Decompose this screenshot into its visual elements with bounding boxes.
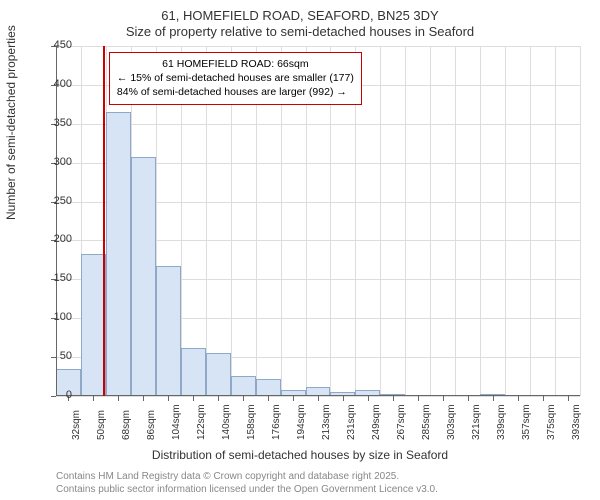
histogram-bar [256, 379, 281, 396]
x-tick [293, 396, 294, 401]
property-info-box: 61 HOMEFIELD ROAD: 66sqm← 15% of semi-de… [109, 52, 362, 105]
x-tick [468, 396, 469, 401]
x-tick-label: 68sqm [121, 410, 132, 440]
x-tick [568, 396, 569, 401]
x-tick-label: 194sqm [296, 404, 307, 440]
grid-line-v [580, 46, 581, 396]
y-tick-label: 400 [32, 78, 72, 90]
x-tick [268, 396, 269, 401]
x-tick-label: 32sqm [71, 410, 82, 440]
histogram-bar [206, 353, 231, 396]
x-tick [418, 396, 419, 401]
histogram-bar [131, 157, 156, 396]
x-axis-line [56, 395, 580, 396]
attribution-line2: Contains public sector information licen… [56, 483, 438, 496]
x-tick [443, 396, 444, 401]
x-tick-label: 339sqm [496, 404, 507, 440]
x-tick-label: 393sqm [571, 404, 582, 440]
grid-line-v [530, 46, 531, 396]
x-tick [218, 396, 219, 401]
x-tick [143, 396, 144, 401]
histogram-bar [181, 348, 206, 396]
grid-line-v [480, 46, 481, 396]
plot-area: 61 HOMEFIELD ROAD: 66sqm← 15% of semi-de… [56, 46, 580, 396]
x-tick [343, 396, 344, 401]
y-tick-label: 250 [32, 195, 72, 207]
x-tick-label: 231sqm [346, 404, 357, 440]
y-tick-label: 300 [32, 156, 72, 168]
x-tick-label: 285sqm [421, 404, 432, 440]
grid-line-v [505, 46, 506, 396]
y-tick-label: 450 [32, 39, 72, 51]
y-tick-label: 0 [32, 389, 72, 401]
y-tick-label: 100 [32, 311, 72, 323]
grid-line [56, 124, 580, 125]
x-tick [193, 396, 194, 401]
attribution: Contains HM Land Registry data © Crown c… [56, 470, 438, 496]
info-box-line: 61 HOMEFIELD ROAD: 66sqm [117, 57, 354, 71]
x-tick-label: 375sqm [546, 404, 557, 440]
y-axis-line [56, 46, 57, 396]
y-tick-label: 350 [32, 117, 72, 129]
x-tick [118, 396, 119, 401]
x-tick [168, 396, 169, 401]
y-tick-label: 50 [32, 350, 72, 362]
info-box-line: ← 15% of semi-detached houses are smalle… [117, 71, 354, 85]
x-tick-label: 104sqm [171, 404, 182, 440]
x-tick-label: 213sqm [321, 404, 332, 440]
grid-line-v [405, 46, 406, 396]
x-tick-label: 158sqm [246, 404, 257, 440]
x-tick [93, 396, 94, 401]
x-tick-label: 267sqm [396, 404, 407, 440]
x-tick [493, 396, 494, 401]
grid-line-v [555, 46, 556, 396]
histogram-bar [106, 112, 131, 396]
info-box-line: 84% of semi-detached houses are larger (… [117, 85, 354, 99]
x-tick-label: 122sqm [196, 404, 207, 440]
x-tick-label: 86sqm [146, 410, 157, 440]
attribution-line1: Contains HM Land Registry data © Crown c… [56, 470, 438, 483]
chart-title-line1: 61, HOMEFIELD ROAD, SEAFORD, BN25 3DY [0, 8, 600, 23]
x-tick-label: 176sqm [271, 404, 282, 440]
x-tick [543, 396, 544, 401]
x-tick-label: 249sqm [371, 404, 382, 440]
x-tick-label: 140sqm [221, 404, 232, 440]
y-axis-label: Number of semi-detached properties [4, 25, 18, 220]
grid-line-v [430, 46, 431, 396]
histogram-bar [231, 376, 256, 396]
histogram-bar [156, 266, 181, 396]
x-tick-label: 303sqm [446, 404, 457, 440]
x-tick [318, 396, 319, 401]
x-tick [518, 396, 519, 401]
x-tick-label: 357sqm [521, 404, 532, 440]
x-tick [393, 396, 394, 401]
chart-title-line2: Size of property relative to semi-detach… [0, 24, 600, 39]
x-tick-label: 321sqm [471, 404, 482, 440]
grid-line [56, 46, 580, 47]
y-tick-label: 150 [32, 272, 72, 284]
x-axis-label: Distribution of semi-detached houses by … [0, 448, 600, 462]
x-tick [243, 396, 244, 401]
x-tick [368, 396, 369, 401]
grid-line-v [455, 46, 456, 396]
grid-line-v [380, 46, 381, 396]
x-tick-label: 50sqm [96, 410, 107, 440]
property-marker-line [103, 46, 105, 396]
y-tick-label: 200 [32, 233, 72, 245]
